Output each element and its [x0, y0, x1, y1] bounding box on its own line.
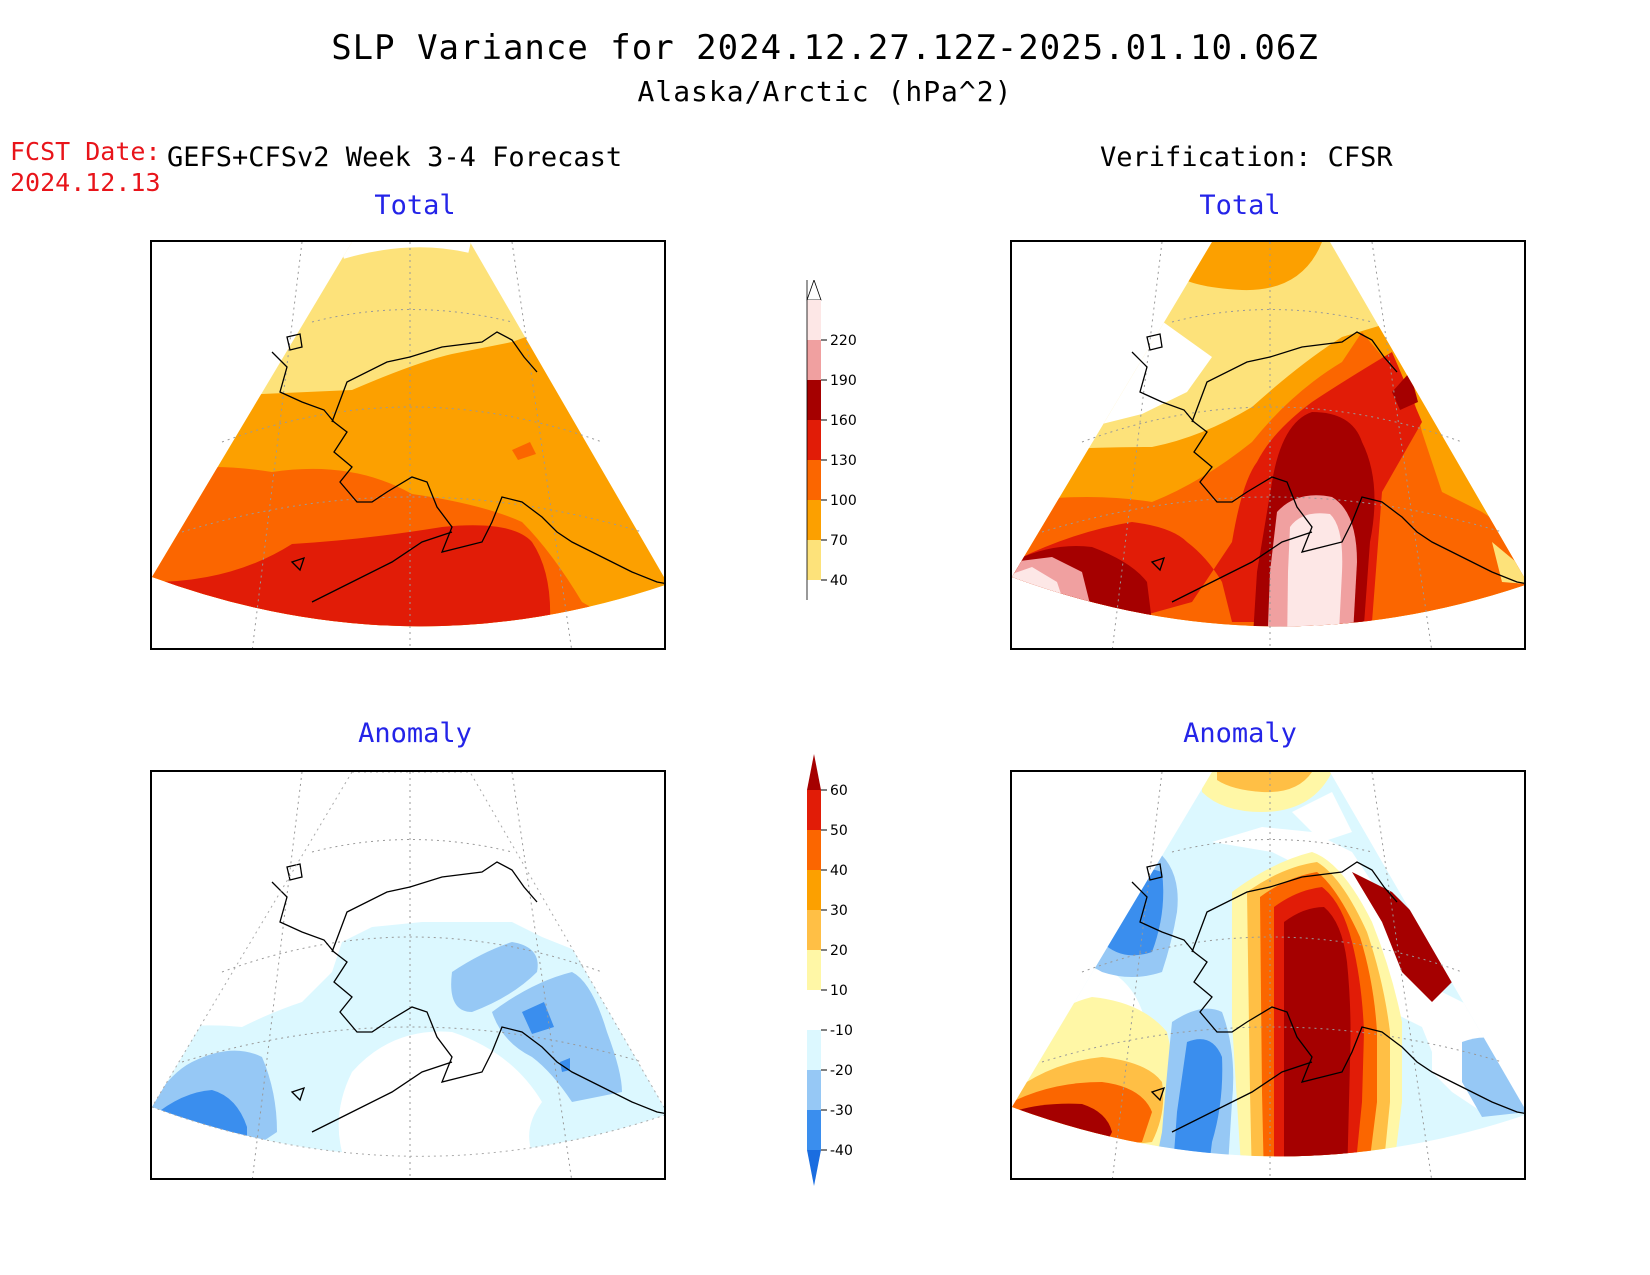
map-verification-anomaly — [1010, 770, 1526, 1180]
colorbar-anomaly-segment — [807, 1110, 821, 1150]
shade-minus30-minus40-s — [1172, 1039, 1223, 1157]
colorbar-total: 220 190 160 130 100 70 40 — [806, 280, 857, 600]
colorbar-anomaly-segment — [807, 950, 821, 990]
map-verification-total — [1010, 240, 1526, 650]
fcst-date-label: FCST Date: — [10, 137, 161, 166]
colorbar-total-label: 220 — [830, 333, 857, 349]
colorbar-anomaly-segment — [807, 1070, 821, 1110]
shade-neutral-top — [1292, 792, 1352, 842]
colorbar-total-segment — [807, 340, 821, 380]
forecast-column-title: GEFS+CFSv2 Week 3-4 Forecast — [167, 142, 623, 173]
colorbar-anomaly-label: -10 — [830, 1023, 853, 1039]
colorbar-total-label: 190 — [830, 373, 857, 389]
colorbar-anomaly-label: -40 — [830, 1143, 853, 1159]
colorbar-anomaly-label: 20 — [830, 943, 848, 959]
colorbar-anomaly: 60 50 40 30 20 10 -10 -20 -30 -40 — [807, 754, 853, 1186]
colorbar-anomaly-label: 10 — [830, 983, 848, 999]
fcst-date-value: 2024.12.13 — [10, 168, 161, 197]
graticule — [181, 242, 643, 648]
colorbar-total-label: 40 — [830, 573, 848, 589]
shade-40-70-east — [1492, 542, 1524, 584]
colorbar-total-label: 70 — [830, 533, 848, 549]
shade-spot — [512, 442, 536, 460]
colorbar-total-label: 100 — [830, 493, 857, 509]
colorbar-total-label: 130 — [830, 453, 857, 469]
colorbar-anomaly-label: 30 — [830, 903, 848, 919]
colorbar-anomaly-top-arrow — [807, 754, 821, 790]
colorbar-anomaly-bottom-arrow — [807, 1150, 821, 1186]
plot-title: SLP Variance for 2024.12.27.12Z-2025.01.… — [331, 28, 1319, 68]
colorbar-anomaly-label: -30 — [830, 1103, 853, 1119]
map-forecast-total — [150, 240, 666, 650]
coastline — [1131, 861, 1524, 1133]
colorbar-anomaly-segment — [807, 1030, 821, 1070]
fcst-anomaly-title: Anomaly — [358, 718, 472, 749]
colorbar-anomaly-label: 40 — [830, 863, 848, 879]
colorbar-total-label: 160 — [830, 413, 857, 429]
map-forecast-anomaly — [150, 770, 666, 1180]
verif-anomaly-title: Anomaly — [1183, 718, 1297, 749]
shade-20-30-top — [1217, 772, 1312, 793]
colorbar-anomaly-segment — [807, 790, 821, 830]
colorbar-anomaly-segment — [807, 830, 821, 870]
graticule — [1041, 772, 1503, 1178]
coastline — [271, 861, 664, 1133]
colorbar-total-segment — [807, 540, 821, 580]
colorbar-total-segment — [807, 460, 821, 500]
colorbar-total-segment — [807, 300, 821, 340]
colorbar-total-top-arrow — [806, 280, 822, 301]
shade-minus20-minus30-east — [492, 972, 622, 1102]
colorbar-total-segment — [807, 500, 821, 540]
shade-above-60-ne — [1352, 872, 1452, 1002]
shade-minus30-minus40-east — [522, 1002, 554, 1034]
shade-above-220 — [1287, 513, 1343, 627]
shade-minus20-minus30-center — [451, 942, 538, 1012]
pole-cap — [340, 242, 472, 259]
colorbar-anomaly-label: 60 — [830, 783, 848, 799]
fcst-total-title: Total — [374, 190, 456, 221]
fcst-date-block: FCST Date: 2024.12.13 — [10, 136, 161, 198]
plot-subtitle: Alaska/Arctic (hPa^2) — [637, 75, 1013, 108]
colorbar-anomaly-label: 50 — [830, 823, 848, 839]
verif-total-title: Total — [1199, 190, 1281, 221]
colorbar-anomaly-segment — [807, 870, 821, 910]
colorbar-total-segment — [807, 420, 821, 460]
coastline — [271, 331, 664, 603]
shade-above-60-band — [1284, 907, 1351, 1157]
colorbar-total-segment — [807, 380, 821, 420]
coastline — [1131, 331, 1524, 603]
shade-minus30-minus40-nw — [1090, 867, 1164, 956]
colorbar-anomaly-label: -20 — [830, 1063, 853, 1079]
graticule — [1041, 242, 1503, 648]
verification-column-title: Verification: CFSR — [1100, 142, 1393, 173]
colorbar-anomaly-segment — [807, 990, 821, 1030]
graticule — [181, 772, 643, 1178]
colorbar-anomaly-segment — [807, 910, 821, 950]
